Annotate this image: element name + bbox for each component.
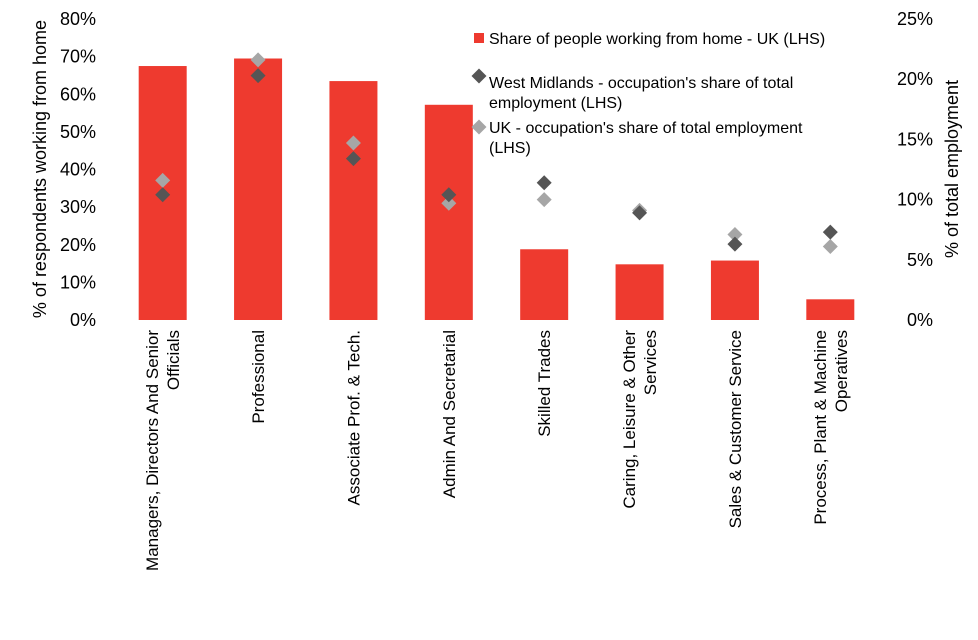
left-tick-label: 70% [60,47,96,67]
legend-bar-swatch [474,33,484,43]
right-axis-ticks: 0% 5% 10% 15% 20% 25% [897,9,933,330]
west-midlands-point-8 [822,224,838,240]
right-tick-label: 20% [897,69,933,89]
west-midlands-point-2 [250,68,266,84]
bar-3 [329,81,378,320]
bar-8 [806,299,855,320]
left-tick-label: 50% [60,122,96,142]
legend-entry: West Midlands - occupation's share of to… [489,75,793,92]
category-label: Associate Prof. & Tech. [344,330,363,505]
uk-point-3 [345,135,361,151]
uk-point-2 [250,52,266,68]
left-tick-label: 20% [60,235,96,255]
west-midlands-point-1 [155,187,171,203]
west-midlands-point-4 [441,187,457,203]
uk-point-5 [536,192,552,208]
category-label: Caring, Leisure & Other [620,330,639,509]
category-label: Process, Plant & Machine [811,330,830,525]
category-label: Operatives [832,330,851,412]
left-tick-label: 40% [60,160,96,180]
legend-uk-swatch [471,119,487,135]
left-tick-label: 30% [60,197,96,217]
west-midlands-point-3 [345,151,361,167]
right-axis-title: % of total employment [942,80,962,258]
uk-marker-series [155,52,838,255]
left-axis-title: % of respondents working from home [30,20,50,318]
legend-entry: UK - occupation's share of total employm… [489,120,803,137]
right-tick-label: 15% [897,129,933,149]
west-midlands-marker-series [155,68,838,252]
right-tick-label: 5% [907,250,933,270]
legend-entry: Share of people working from home - UK (… [489,31,825,48]
category-label: Skilled Trades [535,330,554,437]
uk-point-8 [822,239,838,255]
legend-entry: (LHS) [489,140,531,157]
left-tick-label: 80% [60,9,96,29]
legend-west-midlands-swatch [471,68,487,84]
uk-point-7 [727,227,743,243]
west-midlands-point-5 [536,175,552,191]
left-axis-ticks: 0% 10% 20% 30% 40% 50% 60% 70% 80% [60,9,96,330]
right-tick-label: 0% [907,310,933,330]
category-label: Admin And Secretarial [440,330,459,498]
category-labels: Managers, Directors And Senior Officials P… [143,330,851,571]
bar-6 [615,264,664,320]
legend: Share of people working from home - UK (… [471,31,825,157]
category-label: Managers, Directors And Senior [143,330,162,571]
uk-point-1 [155,172,171,188]
west-midlands-point-7 [727,236,743,252]
category-label: Services [641,330,660,395]
bar-series [138,58,855,320]
bar-7 [710,260,759,320]
left-tick-label: 10% [60,272,96,292]
legend-entry: employment (LHS) [489,95,622,112]
category-label: Sales & Customer Service [726,330,745,528]
left-tick-label: 60% [60,84,96,104]
west-midlands-point-6 [632,205,648,221]
category-label: Officials [164,330,183,390]
bar-4 [424,104,473,320]
left-tick-label: 0% [70,310,96,330]
bar-5 [520,249,569,320]
category-label: Professional [249,330,268,424]
uk-point-4 [441,195,457,211]
right-tick-label: 25% [897,9,933,29]
bar-2 [234,58,283,320]
right-tick-label: 10% [897,190,933,210]
